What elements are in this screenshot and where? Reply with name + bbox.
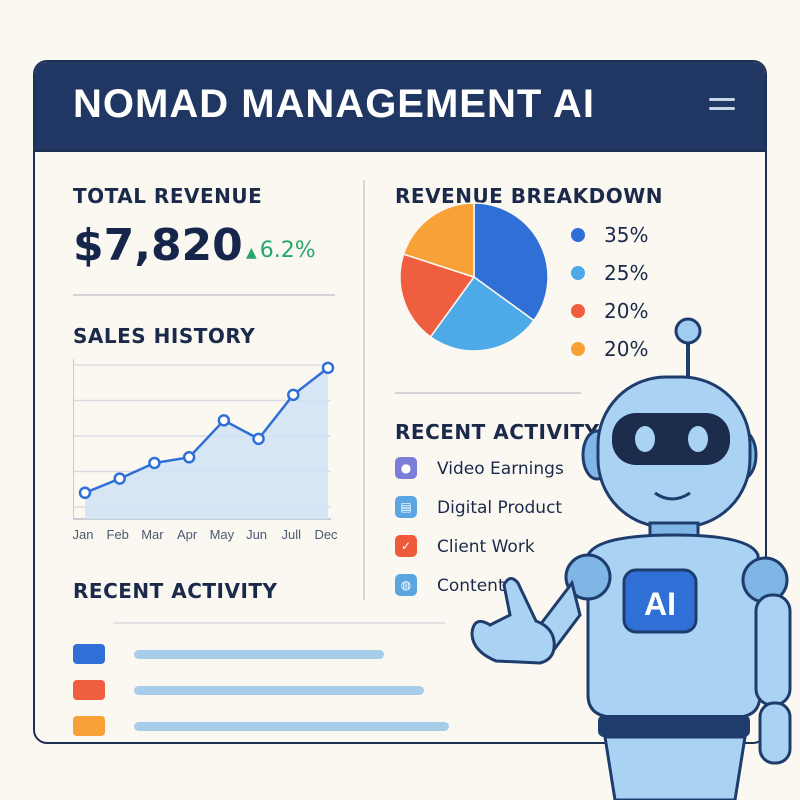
- legend-percent: 35%: [604, 223, 649, 247]
- x-tick-label: Jun: [246, 527, 267, 542]
- column-divider: [363, 180, 365, 600]
- divider: [73, 294, 335, 296]
- play-icon: ●: [395, 457, 417, 479]
- x-tick-label: Feb: [107, 527, 129, 542]
- sales-line: [84, 366, 329, 494]
- activity-placeholder-bar[interactable]: [134, 650, 384, 659]
- area-fill: [85, 367, 328, 519]
- menu-icon[interactable]: [709, 98, 735, 116]
- legend-dot: [571, 304, 585, 318]
- data-point: [182, 451, 196, 464]
- pie-slice: [473, 202, 549, 322]
- recent-activity-label-left: RECENT ACTIVITY: [73, 579, 278, 603]
- revenue-breakdown-label: REVENUE BREAKDOWN: [395, 184, 663, 208]
- total-revenue-value: $7,820: [73, 220, 243, 271]
- globe-icon: ◍: [395, 574, 417, 596]
- legend-dot: [571, 228, 585, 242]
- data-point: [78, 486, 92, 500]
- activity-label: Digital Product: [437, 498, 563, 518]
- sales-history-chart: Jan Feb Mar Apr May Jun Jull Dec: [73, 359, 338, 542]
- data-point: [113, 472, 126, 485]
- activity-label: Client Work: [437, 537, 535, 557]
- legend-percent: 25%: [604, 261, 649, 285]
- x-tick-label: May: [210, 527, 235, 542]
- recent-activity-label-right: RECENT ACTIVITY: [395, 420, 600, 444]
- checkmark-icon: ✓: [395, 535, 417, 557]
- app-title: NOMAD MANAGEMENT AI: [73, 82, 595, 126]
- data-point: [148, 456, 161, 470]
- document-icon: ▤: [395, 496, 417, 518]
- data-point: [252, 432, 265, 446]
- data-point: [287, 388, 300, 402]
- ai-robot-illustration: AI: [470, 317, 792, 800]
- total-revenue-label: TOTAL REVENUE: [73, 184, 263, 208]
- data-point: [321, 361, 335, 375]
- divider: [113, 622, 445, 624]
- x-tick-label: Mar: [141, 527, 164, 542]
- data-point: [217, 414, 231, 427]
- legend-percent: 20%: [604, 299, 649, 323]
- activity-placeholder-bar[interactable]: [134, 686, 424, 695]
- revenue-change: ▲ 6.2%: [246, 238, 316, 263]
- sales-history-label: SALES HISTORY: [73, 324, 256, 348]
- legend-percent: 20%: [604, 337, 649, 361]
- activity-color-marker: [73, 716, 105, 736]
- x-tick-label: Dec: [314, 527, 338, 542]
- divider: [395, 392, 581, 394]
- legend-dot: [571, 266, 585, 280]
- revenue-change-value: 6.2%: [259, 238, 316, 263]
- pie-slice: [399, 253, 476, 338]
- activity-color-marker: [73, 680, 105, 700]
- x-tick-label: Apr: [177, 527, 198, 542]
- activity-placeholder-bar[interactable]: [134, 722, 449, 731]
- x-tick-label: Jull: [282, 527, 302, 542]
- pie-slice: [429, 275, 535, 352]
- up-arrow-icon: ▲: [246, 245, 257, 261]
- activity-color-marker: [73, 644, 105, 664]
- legend-dot: [571, 342, 585, 356]
- x-tick-label: Jan: [73, 527, 93, 542]
- revenue-breakdown-pie: [399, 202, 549, 352]
- pie-slice: [402, 202, 475, 279]
- title-bar: NOMAD MANAGEMENT AI: [35, 62, 765, 152]
- ai-badge-text: AI: [644, 586, 676, 622]
- activity-label: Content: [437, 576, 505, 596]
- activity-label: Video Earnings: [437, 459, 564, 479]
